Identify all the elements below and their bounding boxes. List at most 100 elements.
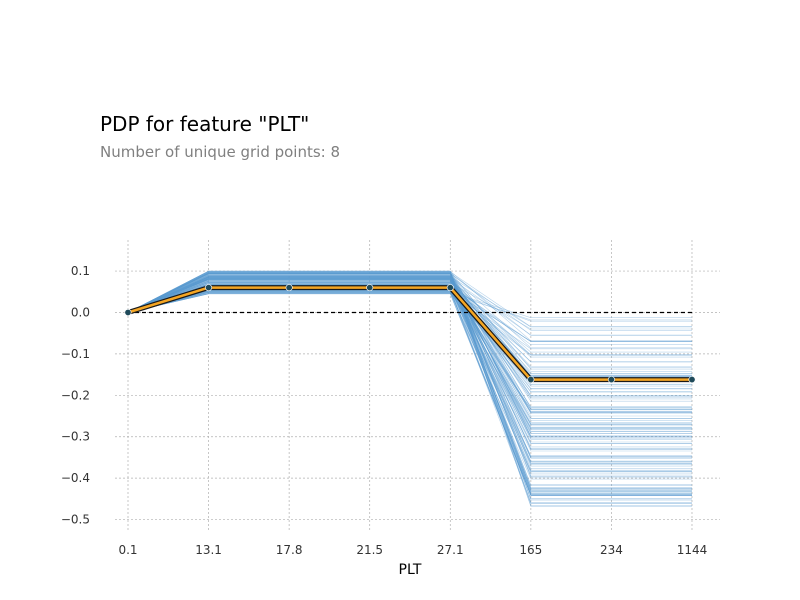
- ice-line: [127, 273, 692, 438]
- ice-line: [127, 285, 692, 490]
- ice-line: [127, 270, 692, 501]
- ice-line: [127, 288, 692, 438]
- ice-line: [127, 280, 692, 457]
- ice-line: [127, 276, 692, 433]
- ice-line: [127, 284, 692, 387]
- x-tick-label: 17.8: [276, 543, 303, 557]
- ice-line: [127, 282, 692, 330]
- x-tick-label: 0.1: [118, 543, 137, 557]
- ice-line: [127, 286, 692, 377]
- ice-line: [127, 283, 692, 443]
- ice-line: [127, 275, 692, 471]
- ice-line: [127, 271, 692, 475]
- ice-line: [127, 276, 692, 397]
- ice-line: [127, 279, 692, 488]
- ice-line: [127, 289, 692, 342]
- ice-line: [127, 292, 692, 356]
- ice-line: [127, 273, 692, 331]
- axes: 0.1 13.1 17.8 21.5 27.1 165 234 1144 0.1 0.0 −0.1 −…: [61, 264, 707, 557]
- ice-line: [127, 274, 692, 495]
- ice-line: [127, 286, 692, 372]
- ice-line: [127, 278, 692, 356]
- x-axis-label: PLT: [399, 562, 422, 578]
- ice-line: [127, 277, 692, 421]
- ice-line: [127, 279, 692, 358]
- ice-line: [127, 291, 692, 322]
- ice-line: [127, 277, 692, 463]
- ice-line: [127, 288, 692, 378]
- ice-line: [127, 271, 692, 504]
- ice-line: [127, 291, 692, 350]
- pdp-line: [127, 286, 692, 381]
- ice-line: [127, 278, 692, 473]
- ice-line: [127, 293, 692, 495]
- ice-line: [127, 281, 692, 363]
- ice-line: [127, 278, 692, 439]
- ice-line: [127, 283, 692, 369]
- ice-line: [127, 271, 692, 328]
- ice-line: [127, 276, 692, 489]
- y-tick-label: 0.1: [71, 264, 90, 278]
- ice-line: [127, 274, 692, 506]
- ice-line: [127, 270, 692, 342]
- ice-line: [127, 272, 692, 437]
- ice-line: [127, 280, 692, 428]
- ice-line: [127, 275, 692, 504]
- ice-line: [127, 276, 692, 444]
- pdp-line-outline: [127, 285, 692, 383]
- ice-line: [127, 276, 692, 425]
- ice-line: [127, 272, 692, 459]
- pdp-point: [607, 376, 615, 384]
- ice-line: [127, 283, 692, 486]
- y-tick-label: −0.5: [61, 513, 90, 527]
- ice-line: [127, 279, 692, 430]
- chart-subtitle: Number of unique grid points: 8: [100, 143, 341, 161]
- ice-line: [127, 273, 692, 450]
- ice-line: [127, 285, 692, 432]
- ice-line: [127, 281, 692, 353]
- ice-line: [127, 290, 692, 429]
- ice-line: [127, 292, 692, 376]
- x-tick-label: 1144: [677, 543, 708, 557]
- y-tick-label: −0.2: [61, 388, 90, 402]
- ice-line: [127, 291, 692, 473]
- ice-lines: [127, 270, 692, 507]
- ice-line: [127, 290, 692, 496]
- ice-line: [127, 293, 692, 321]
- y-tick-label: −0.3: [61, 430, 90, 444]
- ice-line: [127, 278, 692, 450]
- pdp-point: [124, 308, 132, 316]
- ice-line: [127, 277, 692, 336]
- ice-line: [127, 291, 692, 319]
- pdp-point: [285, 284, 293, 292]
- ice-line: [127, 292, 692, 385]
- x-tick-label: 165: [519, 543, 542, 557]
- x-tick-label: 234: [600, 543, 623, 557]
- pdp-point: [527, 376, 535, 384]
- ice-line: [127, 272, 692, 370]
- ice-line: [127, 272, 692, 419]
- pdp-point: [366, 284, 374, 292]
- ice-line: [127, 273, 692, 437]
- ice-line: [127, 278, 692, 496]
- pdp-series: [124, 284, 696, 384]
- ice-line: [127, 278, 692, 496]
- y-tick-label: 0.0: [71, 305, 90, 319]
- ice-line: [127, 275, 692, 349]
- ice-line: [127, 272, 692, 478]
- ice-line: [127, 278, 692, 431]
- ice-line: [127, 285, 692, 343]
- ice-line: [127, 290, 692, 497]
- ice-line: [127, 293, 692, 496]
- ice-line: [127, 290, 692, 459]
- ice-line: [127, 284, 692, 346]
- x-tick-label: 27.1: [437, 543, 464, 557]
- ice-line: [127, 279, 692, 463]
- ice-line: [127, 276, 692, 413]
- ice-line: [127, 276, 692, 434]
- ice-line: [127, 280, 692, 423]
- ice-line: [127, 275, 692, 489]
- ice-line: [127, 273, 692, 409]
- y-tick-label: −0.1: [61, 347, 90, 361]
